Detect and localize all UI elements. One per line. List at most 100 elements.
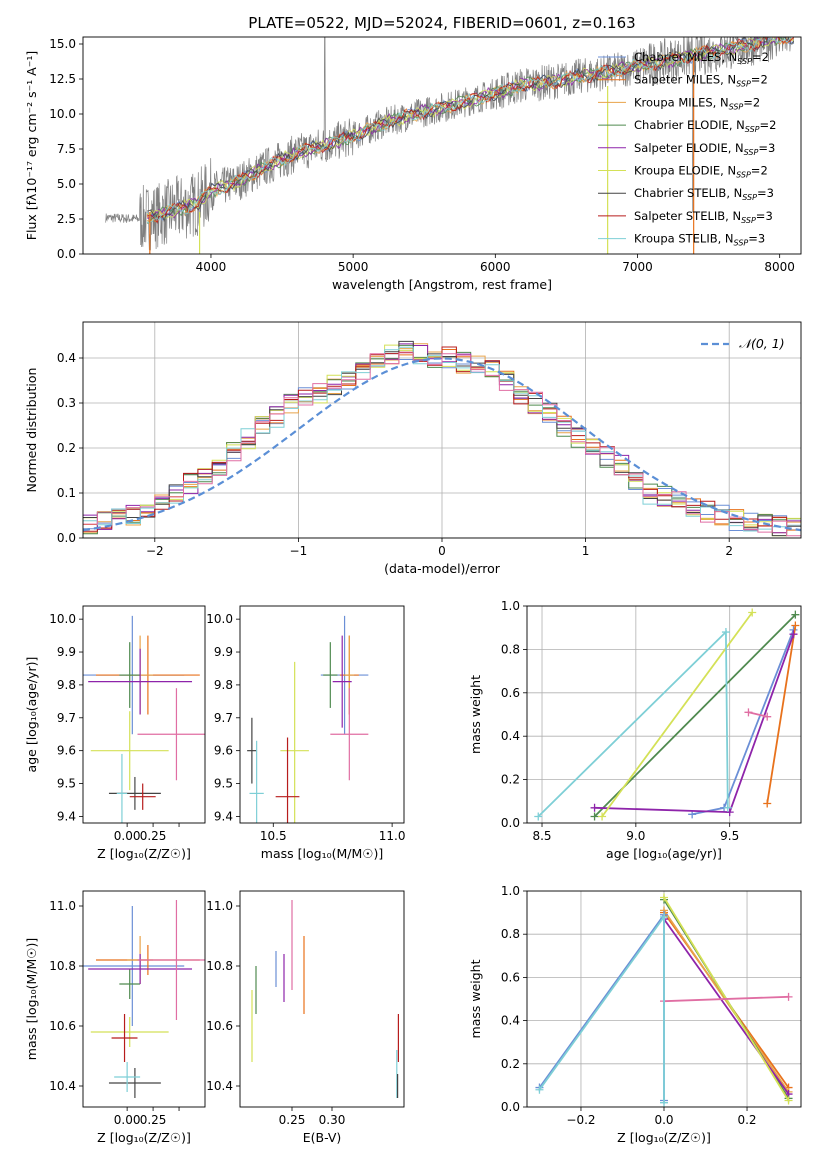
y-tick-label: 9.8 xyxy=(57,678,76,692)
x-tick-label: 0.25 xyxy=(279,1113,306,1127)
y-tick-label: 0.6 xyxy=(501,970,520,984)
legend-name: Chabrier STELIB xyxy=(634,186,726,200)
y-tick-label: 0.2 xyxy=(57,441,76,455)
legend: Chabrier MILES, NSSP=2 Salpeter MILES, NS… xyxy=(598,50,776,248)
weight-marker xyxy=(784,1096,793,1105)
weight-marker xyxy=(721,628,730,637)
weight-marker xyxy=(744,708,753,717)
y-tick-label: 0.2 xyxy=(501,1057,520,1071)
x-tick-label: 11.0 xyxy=(379,829,406,843)
weight-line xyxy=(766,625,797,804)
x-tick-label: 5000 xyxy=(338,260,369,274)
chart-title: PLATE=0522, MJD=52024, FIBERID=0601, z=0… xyxy=(248,14,635,32)
legend-name: Salpeter STELIB xyxy=(634,209,725,223)
y-tick-label: 10.4 xyxy=(206,1079,233,1093)
y-tick-label: 7.5 xyxy=(57,142,76,156)
model-spectrum xyxy=(146,37,785,224)
y-tick-label: 0.4 xyxy=(501,729,520,743)
x-tick-label: 0.30 xyxy=(319,1113,346,1127)
y-tick-label: 9.6 xyxy=(57,744,76,758)
legend-nssp: 2 xyxy=(769,118,776,132)
y-tick-label: 0.0 xyxy=(57,247,76,261)
plot-area xyxy=(527,891,801,1107)
plot-area xyxy=(251,900,399,1098)
weight-marker xyxy=(725,808,734,817)
weight-line xyxy=(663,909,790,1093)
plot-area xyxy=(83,322,801,538)
y-tick-label: 2.5 xyxy=(57,212,76,226)
y-tick-label: 0.8 xyxy=(501,927,520,941)
weight-marker xyxy=(789,630,798,639)
legend-entry: Kroupa STELIB, NSSP=3 xyxy=(634,232,765,248)
normal-curve xyxy=(83,357,801,532)
y-axis-label: mass [log₁₀(M/M☉)] xyxy=(24,938,39,1060)
y-tick-label: 9.9 xyxy=(57,645,76,659)
y-tick-label: 0.0 xyxy=(501,816,520,830)
y-tick-label: 1.0 xyxy=(501,599,520,613)
x-tick-label: 0 xyxy=(438,544,446,558)
legend-entry: Chabrier STELIB, NSSP=3 xyxy=(634,186,774,202)
legend-entry: Salpeter ELODIE, NSSP=3 xyxy=(634,141,775,157)
legend-entry: Chabrier MILES, NSSP=2 xyxy=(634,50,769,66)
weight-line xyxy=(601,611,753,818)
y-tick-label: 5.0 xyxy=(57,177,76,191)
weight-line xyxy=(748,711,768,718)
y-tick-label: 10.6 xyxy=(49,1019,76,1033)
y-tick-label: 0.0 xyxy=(57,531,76,545)
weight-marker xyxy=(723,803,732,812)
x-tick-label: 8.5 xyxy=(532,829,551,843)
y-tick-label: 12.5 xyxy=(49,72,76,86)
legend-nssp: 2 xyxy=(753,95,760,109)
y-tick-label: 15.0 xyxy=(49,37,76,51)
weight-marker xyxy=(791,610,800,619)
x-tick-label: −0.2 xyxy=(566,1113,595,1127)
y-axis-label: age [log₁₀(age/yr)] xyxy=(24,657,39,773)
plot-area xyxy=(83,900,205,1098)
x-tick-label: 9.5 xyxy=(720,829,739,843)
model-spectrum xyxy=(146,37,794,223)
model-spectrum xyxy=(146,37,788,223)
weight-marker xyxy=(763,799,772,808)
legend-entry: Chabrier ELODIE, NSSP=2 xyxy=(634,118,776,134)
legend-nssp: 3 xyxy=(767,186,774,200)
x-tick-label: 0.25 xyxy=(140,829,167,843)
legend-name: Kroupa ELODIE xyxy=(634,164,720,178)
y-tick-label: 1.0 xyxy=(501,884,520,898)
y-tick-label: 10.0 xyxy=(49,612,76,626)
y-tick-label: 10.8 xyxy=(49,959,76,973)
x-tick-label: 8000 xyxy=(764,260,795,274)
y-tick-label: 0.4 xyxy=(501,1014,520,1028)
legend-nssp: 2 xyxy=(760,164,767,178)
y-tick-label: 9.4 xyxy=(57,809,76,823)
y-tick-label: 0.6 xyxy=(501,686,520,700)
legend-name: Chabrier MILES xyxy=(634,50,721,64)
legend-name: Salpeter ELODIE xyxy=(634,141,728,155)
legend-nssp: 3 xyxy=(768,141,775,155)
y-tick-label: 0.8 xyxy=(501,642,520,656)
plot-area xyxy=(83,615,205,823)
x-axis-label: (data-model)/error xyxy=(384,561,501,576)
plot-area xyxy=(527,606,801,823)
legend-entry: Salpeter STELIB, NSSP=3 xyxy=(634,209,773,225)
y-tick-label: 9.7 xyxy=(57,711,76,725)
axes-frame xyxy=(239,890,405,1108)
y-tick-label: 10.0 xyxy=(49,107,76,121)
y-tick-label: 10.8 xyxy=(206,959,233,973)
legend-nssp: 2 xyxy=(762,50,769,64)
panel-4 xyxy=(523,605,802,827)
x-tick-label: 0.00 xyxy=(114,1113,141,1127)
legend-nssp: 3 xyxy=(758,232,765,246)
histogram-series xyxy=(83,352,801,537)
x-tick-label: 0.0 xyxy=(654,1113,673,1127)
x-axis-label: age [log₁₀(age/yr)] xyxy=(606,846,722,861)
axes-frame xyxy=(82,890,206,1108)
legend-entry: Kroupa MILES, NSSP=2 xyxy=(634,95,760,111)
legend-nssp: 2 xyxy=(760,73,767,87)
axes-frame xyxy=(82,36,802,255)
y-tick-label: 0.4 xyxy=(57,351,76,365)
legend-entry: 𝒩(0, 1) xyxy=(739,336,785,351)
y-tick-label: 10.0 xyxy=(206,612,233,626)
weight-line xyxy=(663,918,790,1095)
weight-marker xyxy=(784,992,793,1001)
